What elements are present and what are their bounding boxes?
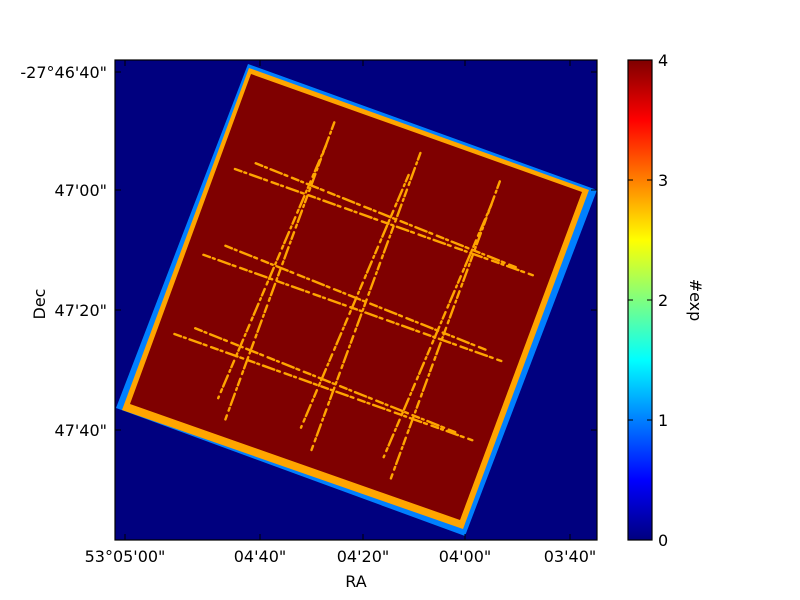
tile-seam — [224, 121, 336, 421]
colorbar-label: #exp — [686, 279, 705, 322]
x-axis-label: RA — [345, 572, 366, 591]
colorbar-ticks: 0 1 2 3 4 — [628, 51, 668, 550]
y-axis-label: Dec — [30, 289, 49, 320]
tile-seam — [254, 162, 518, 269]
x-tick-label: 53°05'00" — [85, 547, 166, 566]
x-tick-label: 03'40" — [544, 547, 596, 566]
tile-seam — [216, 144, 328, 400]
exposure-footprint — [116, 64, 597, 536]
tile-seam — [382, 203, 493, 459]
tile-seam — [193, 327, 458, 434]
tile-seam — [389, 180, 501, 480]
tile-seams — [173, 121, 534, 480]
tile-seam — [299, 173, 410, 429]
x-tick-label: 04'20" — [337, 547, 389, 566]
colorbar-tick-label: 1 — [658, 411, 668, 430]
plot-frame — [114, 59, 598, 541]
x-tick-label: 04'40" — [234, 547, 286, 566]
x-axis-ticks: 53°05'00" 04'40" 04'20" 04'00" 03'40" — [85, 60, 596, 566]
x-tick-label: 04'00" — [439, 547, 491, 566]
y-tick-label: -27°46'40" — [20, 63, 107, 82]
colorbar-tick-label: 2 — [658, 291, 668, 310]
y-tick-label: 47'20" — [55, 301, 107, 320]
y-tick-label: 47'00" — [55, 181, 107, 200]
tile-seam — [233, 167, 534, 277]
colorbar-tick-label: 4 — [658, 51, 668, 70]
colorbar-tick-label: 0 — [658, 531, 668, 550]
tile-seam — [173, 332, 474, 442]
y-tick-label: 47'40" — [55, 421, 107, 440]
y-axis-ticks: -27°46'40" 47'00" 47'20" 47'40" — [20, 63, 597, 440]
colorbar-tick-label: 3 — [658, 171, 668, 190]
